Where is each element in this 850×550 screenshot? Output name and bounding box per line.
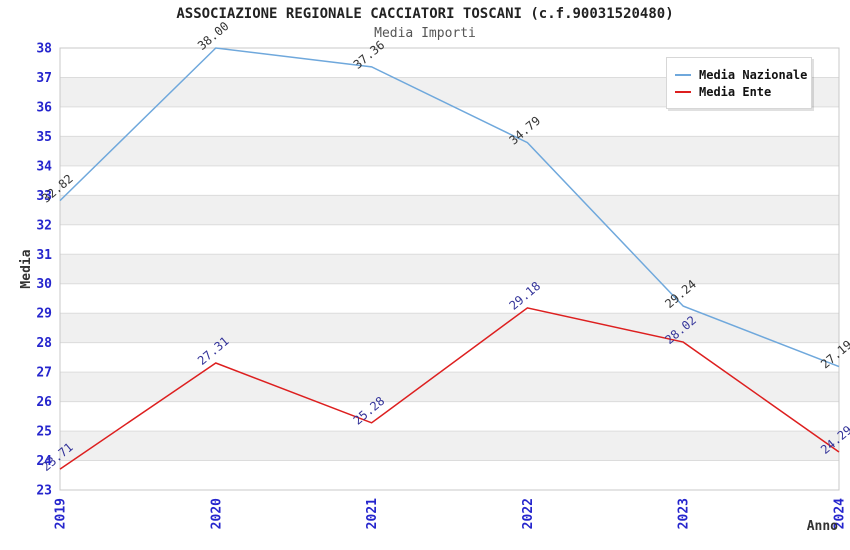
x-axis-title: Anno [807,519,838,534]
series-line-media-ente [59,307,840,470]
y-tick-label: 28 [36,336,52,351]
legend-item-media-nazionale: Media Nazionale [675,67,807,82]
x-tick-label: 2024 [833,498,848,529]
y-tick-label: 32 [36,218,52,233]
y-tick-label: 31 [36,248,52,263]
y-tick-label: 38 [36,42,52,57]
y-tick-label: 29 [36,307,52,322]
y-axis-title: Media [19,249,34,288]
y-tick-label: 25 [36,425,52,440]
x-tick-label: 2019 [54,498,69,529]
y-tick-label: 27 [36,366,52,381]
x-tick-label: 2022 [521,498,536,529]
y-tick-label: 24 [36,454,52,469]
chart-subtitle: Media Importi [374,26,476,41]
series-line-media-nazionale [59,47,840,368]
y-tick-label: 26 [36,395,52,410]
legend-line-swatch-icon [675,90,691,93]
legend-label-media-ente: Media Ente [699,84,772,99]
y-tick-label: 37 [36,71,52,86]
y-tick-label: 30 [36,277,52,292]
x-tick-label: 2021 [365,498,380,529]
x-tick-label: 2023 [677,498,692,529]
plot-band [60,136,839,166]
plot-band [60,431,839,461]
chart-title: ASSOCIAZIONE REGIONALE CACCIATORI TOSCAN… [176,6,674,22]
plot-band [60,372,839,402]
y-tick-label: 34 [36,159,52,174]
legend-item-media-ente: Media Ente [675,84,803,99]
plot-band [60,313,839,343]
legend-label-media-nazionale: Media Nazionale [699,67,808,82]
y-tick-label: 23 [36,484,52,499]
plot-border [59,47,840,491]
y-tick-label: 33 [36,189,52,204]
y-tick-label: 36 [36,100,52,115]
plot-band [60,254,839,284]
legend: Media Nazionale Media Ente [666,57,812,109]
y-tick-label: 35 [36,130,52,145]
legend-line-swatch-icon [675,73,691,76]
x-tick-label: 2020 [209,498,224,529]
plot-band [60,195,839,225]
